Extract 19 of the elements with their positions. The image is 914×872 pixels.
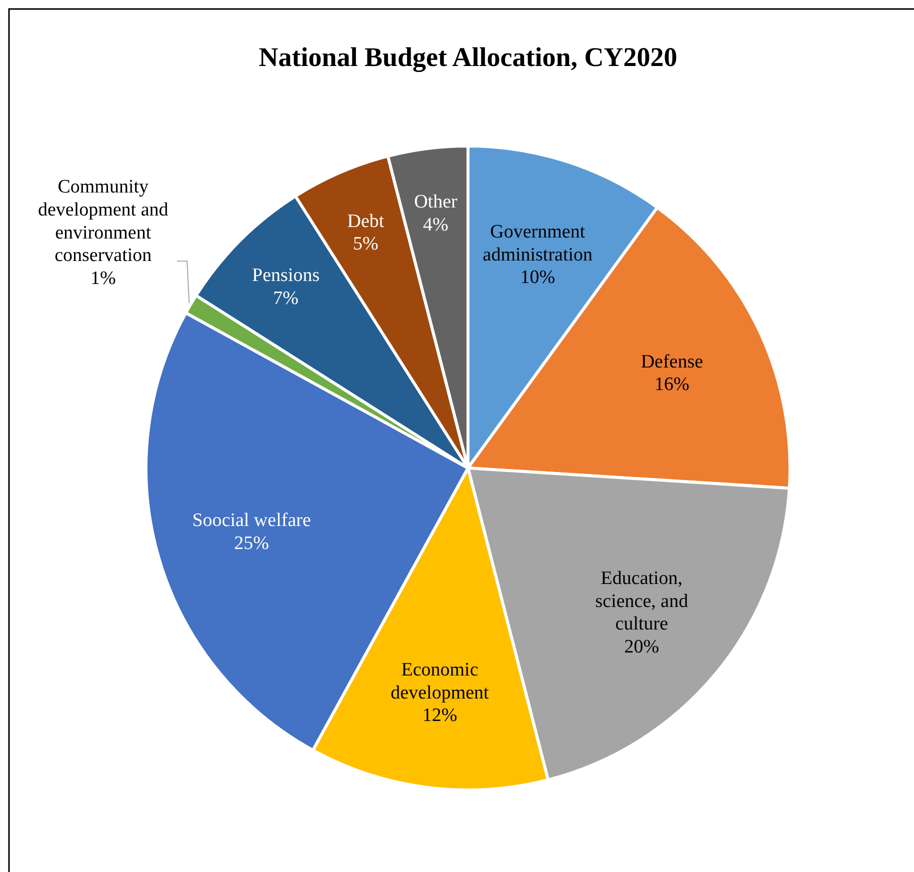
- chart-title: National Budget Allocation, CY2020: [258, 42, 678, 72]
- slice-label: Other: [414, 192, 458, 213]
- slice-label: Soocial welfare: [192, 510, 311, 532]
- slice-label: Education, science, and culture: [595, 568, 689, 635]
- slice-label: Defense: [640, 351, 704, 372]
- data-label: 5%: [353, 234, 379, 255]
- slice-label: Economic development: [390, 659, 490, 704]
- slice-label: Pensions: [252, 265, 320, 286]
- slice-label: Community development and environment conservation: [38, 176, 169, 266]
- data-label: 16%: [654, 374, 690, 396]
- data-label: 4%: [423, 214, 449, 236]
- slice-label: Debt: [347, 210, 385, 232]
- slice-label: Government administration: [482, 221, 594, 266]
- data-label: 1%: [90, 268, 116, 289]
- data-label: 7%: [273, 288, 299, 309]
- data-label: 10%: [520, 267, 556, 288]
- data-label: 12%: [422, 705, 458, 726]
- data-label: 25%: [234, 532, 270, 554]
- data-label: 20%: [624, 636, 660, 658]
